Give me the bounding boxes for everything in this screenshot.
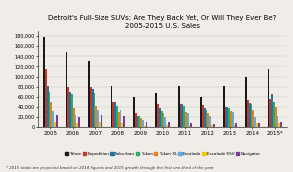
Bar xyxy=(137,116,138,127)
Bar xyxy=(50,102,52,127)
Bar xyxy=(252,110,254,127)
Bar xyxy=(49,92,50,127)
Bar xyxy=(67,87,69,127)
Legend: Tahoe, Expedition, Suburban, Yukon, Yukon XL, Escalade, Escalade ESV, Navigator: Tahoe, Expedition, Suburban, Yukon, Yuko… xyxy=(63,150,262,158)
Bar xyxy=(223,86,224,127)
Bar xyxy=(135,113,137,127)
Bar xyxy=(211,125,213,127)
Text: * 2015 totals are projected based on 2014 figures and 2015 growth through the fi: * 2015 totals are projected based on 201… xyxy=(6,166,213,170)
Bar xyxy=(207,113,209,127)
Bar xyxy=(275,107,277,127)
Bar xyxy=(180,104,181,127)
Bar xyxy=(277,116,278,127)
Bar xyxy=(110,86,112,127)
Bar xyxy=(146,122,147,127)
Bar xyxy=(88,61,90,127)
Bar xyxy=(168,122,170,127)
Bar xyxy=(209,116,211,127)
Bar xyxy=(280,122,282,127)
Bar xyxy=(245,77,247,127)
Bar xyxy=(159,108,161,127)
Bar xyxy=(232,112,234,127)
Bar xyxy=(99,122,101,127)
Bar xyxy=(133,97,135,127)
Bar xyxy=(178,86,180,127)
Bar xyxy=(123,116,125,127)
Bar xyxy=(140,118,142,127)
Bar xyxy=(90,87,92,127)
Bar xyxy=(78,117,80,127)
Bar xyxy=(187,113,189,127)
Bar xyxy=(97,110,99,127)
Bar xyxy=(93,93,95,127)
Bar xyxy=(92,89,93,127)
Bar xyxy=(183,106,185,127)
Bar xyxy=(247,100,249,127)
Bar xyxy=(120,110,121,127)
Bar xyxy=(75,115,76,127)
Bar xyxy=(52,111,54,127)
Bar xyxy=(95,106,97,127)
Bar xyxy=(268,69,270,127)
Bar xyxy=(73,108,75,127)
Bar xyxy=(138,116,140,127)
Bar xyxy=(228,108,230,127)
Bar xyxy=(45,69,47,127)
Bar xyxy=(273,102,275,127)
Bar xyxy=(43,37,45,127)
Bar xyxy=(54,122,56,127)
Bar xyxy=(226,107,228,127)
Bar xyxy=(47,86,49,127)
Bar xyxy=(278,123,280,127)
Bar xyxy=(204,108,206,127)
Bar xyxy=(56,115,58,127)
Bar xyxy=(118,112,120,127)
Bar xyxy=(202,105,204,127)
Bar xyxy=(157,104,159,127)
Bar xyxy=(251,104,252,127)
Bar xyxy=(234,125,235,127)
Bar xyxy=(71,94,73,127)
Bar xyxy=(230,111,232,127)
Bar xyxy=(155,93,157,127)
Bar xyxy=(185,112,187,127)
Bar xyxy=(101,115,103,127)
Bar xyxy=(249,103,251,127)
Bar xyxy=(270,99,271,127)
Bar xyxy=(224,107,226,127)
Bar xyxy=(256,123,258,127)
Bar xyxy=(69,92,71,127)
Bar xyxy=(121,123,123,127)
Bar xyxy=(271,94,273,127)
Bar xyxy=(116,106,118,127)
Bar xyxy=(163,113,164,127)
Bar xyxy=(164,117,166,127)
Bar xyxy=(161,111,163,127)
Bar xyxy=(190,123,192,127)
Bar xyxy=(142,120,144,127)
Bar xyxy=(206,110,207,127)
Bar xyxy=(254,117,256,127)
Bar xyxy=(144,126,146,127)
Bar xyxy=(112,102,114,127)
Bar xyxy=(258,123,260,127)
Bar xyxy=(200,97,202,127)
Bar xyxy=(213,124,215,127)
Bar xyxy=(114,102,116,127)
Bar xyxy=(189,125,190,127)
Bar xyxy=(66,52,67,127)
Bar xyxy=(235,123,237,127)
Bar xyxy=(181,104,183,127)
Title: Detroit's Full-Size SUVs: Are They Back Yet, Or Will They Ever Be?
2005-2015 U.S: Detroit's Full-Size SUVs: Are They Back … xyxy=(48,15,277,29)
Bar xyxy=(76,123,78,127)
Bar xyxy=(166,125,168,127)
